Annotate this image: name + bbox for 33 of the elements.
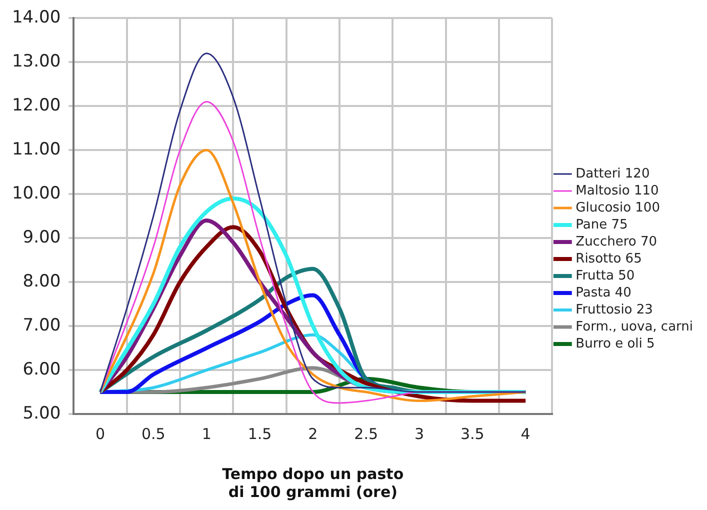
y-tick-label: 11.00 <box>12 140 61 160</box>
x-tick-label: 4 <box>520 424 530 443</box>
y-tick-label: 8.00 <box>22 271 61 292</box>
x-tick-label: 3 <box>414 424 424 443</box>
legend-label: Pasta 40 <box>576 285 632 300</box>
x-tick-label: 0 <box>95 424 106 443</box>
x-tick-label: 1 <box>202 424 212 443</box>
y-tick-label: 5.00 <box>22 403 61 424</box>
legend-label: Glucosio 100 <box>576 200 660 216</box>
y-tick-label: 10.00 <box>12 184 61 204</box>
legend-label: Maltosio 110 <box>576 183 659 198</box>
y-tick-label: 6.00 <box>22 359 61 380</box>
x-tick-label: 1.5 <box>248 424 272 443</box>
y-tick-label: 12.00 <box>12 96 61 116</box>
x-tick-label: 2 <box>308 424 318 443</box>
legend-label: Datteri 120 <box>576 166 650 182</box>
legend-label: Burro e oli 5 <box>576 336 655 352</box>
x-tick-label: 3.5 <box>460 424 484 443</box>
line-series <box>100 52 526 393</box>
x-axis-title: Tempo dopo un pasto di 100 grammi (ore) <box>222 464 404 501</box>
y-tick-label: 14.00 <box>12 8 61 28</box>
legend-label: Form., uova, carni <box>576 319 693 334</box>
x-tick-label: 2.5 <box>354 424 378 443</box>
legend-label: Frutta 50 <box>576 268 635 284</box>
legend-label: Risotto 65 <box>576 251 642 266</box>
x-tick-label: 0.5 <box>141 424 166 443</box>
legend-label: Fruttosio 23 <box>576 302 653 318</box>
y-tick-label: 9.00 <box>22 228 61 248</box>
legend-label: Pane 75 <box>576 217 628 232</box>
legend-label: Zucchero 70 <box>576 234 658 250</box>
y-tick-label: 13.00 <box>12 52 61 72</box>
line-series <box>99 148 527 402</box>
y-tick-label: 7.00 <box>22 315 61 336</box>
